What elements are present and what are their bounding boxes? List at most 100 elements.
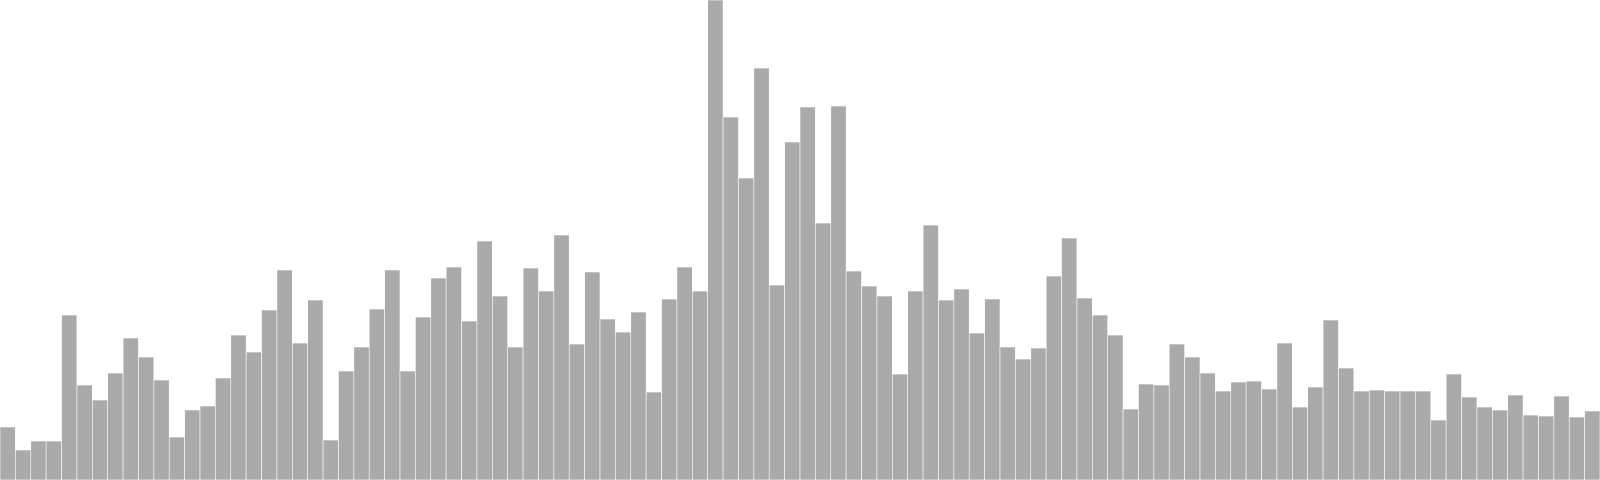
bar-31: [476, 240, 493, 480]
bar-50: [768, 284, 785, 480]
bar-83: [1276, 342, 1293, 480]
bar-60: [922, 224, 939, 480]
bar-27: [415, 316, 432, 480]
bar-47: [722, 116, 739, 480]
bar-29: [445, 266, 462, 480]
bar-88: [1353, 390, 1370, 480]
bar-43: [661, 298, 678, 480]
bar-97: [1492, 409, 1508, 480]
bar-2: [30, 440, 47, 480]
bar-85: [1307, 386, 1324, 480]
bar-18: [276, 269, 293, 480]
bar-86: [1322, 319, 1339, 480]
bar-58: [892, 373, 908, 480]
bar-103: [1584, 410, 1600, 480]
bar-44: [676, 266, 693, 480]
bar-67: [1030, 347, 1047, 480]
bar-101: [1553, 395, 1570, 480]
bar-14: [215, 377, 232, 480]
bar-82: [1261, 388, 1278, 480]
bar-69: [1061, 237, 1078, 480]
bar-73: [1122, 408, 1139, 480]
bar-66: [1015, 358, 1032, 480]
bar-45: [692, 290, 708, 480]
bar-9: [138, 356, 155, 480]
bar-57: [876, 295, 893, 480]
bar-24: [368, 308, 385, 480]
bar-81: [1245, 380, 1262, 480]
bar-87: [1338, 367, 1355, 480]
bar-74: [1138, 383, 1155, 480]
bar-72: [1107, 334, 1124, 480]
bar-63: [968, 332, 985, 480]
bar-34: [522, 267, 539, 480]
bar-10: [153, 379, 170, 480]
bar-93: [1430, 419, 1447, 480]
bar-62: [953, 288, 970, 480]
bar-90: [1384, 390, 1401, 480]
bar-75: [1153, 384, 1170, 480]
bar-77: [1184, 356, 1201, 480]
bar-0: [0, 426, 16, 480]
bar-5: [76, 384, 93, 480]
bar-12: [184, 409, 201, 480]
bar-98: [1507, 394, 1524, 480]
bar-11: [168, 436, 185, 480]
bar-53: [815, 222, 832, 480]
bar-8: [122, 337, 139, 480]
bar-51: [784, 141, 801, 480]
bar-15: [230, 334, 247, 480]
bar-59: [907, 290, 924, 480]
bar-54: [830, 105, 847, 480]
bar-40: [615, 331, 632, 480]
bar-28: [430, 277, 447, 480]
bar-13: [199, 405, 216, 480]
bar-26: [399, 370, 416, 480]
bar-16: [245, 351, 262, 480]
bar-91: [1399, 390, 1416, 480]
bar-41: [630, 311, 647, 480]
bar-68: [1045, 275, 1062, 480]
bar-25: [384, 269, 401, 480]
bar-37: [568, 343, 585, 480]
bar-99: [1522, 414, 1539, 480]
bar-39: [599, 318, 616, 480]
bar-1: [15, 449, 32, 480]
bar-76: [1168, 343, 1185, 480]
bar-32: [492, 295, 508, 480]
bar-42: [645, 391, 662, 480]
bar-48: [738, 177, 755, 480]
bar-17: [261, 309, 278, 480]
bar-102: [1568, 416, 1585, 480]
bar-89: [1368, 389, 1385, 480]
bar-19: [292, 342, 308, 480]
bar-46: [707, 0, 724, 480]
bar-94: [1445, 373, 1462, 480]
bar-30: [461, 320, 478, 480]
bar-78: [1199, 372, 1216, 480]
bar-38: [584, 271, 601, 480]
bar-92: [1415, 390, 1432, 480]
bar-56: [861, 285, 878, 480]
bar-100: [1538, 415, 1555, 480]
bar-70: [1076, 297, 1093, 480]
bar-71: [1092, 314, 1108, 480]
bar-3: [45, 440, 62, 480]
bar-61: [938, 299, 955, 480]
bar-6: [92, 399, 108, 480]
bar-95: [1461, 396, 1478, 480]
bar-55: [845, 270, 862, 480]
bar-79: [1215, 390, 1232, 480]
bar-52: [799, 106, 816, 480]
bar-35: [538, 290, 555, 480]
bar-21: [322, 439, 339, 480]
bar-7: [107, 372, 124, 480]
bar-49: [753, 67, 770, 480]
bar-65: [999, 346, 1016, 480]
bar-20: [307, 299, 324, 480]
bar-36: [553, 234, 570, 480]
bar-33: [507, 346, 524, 480]
